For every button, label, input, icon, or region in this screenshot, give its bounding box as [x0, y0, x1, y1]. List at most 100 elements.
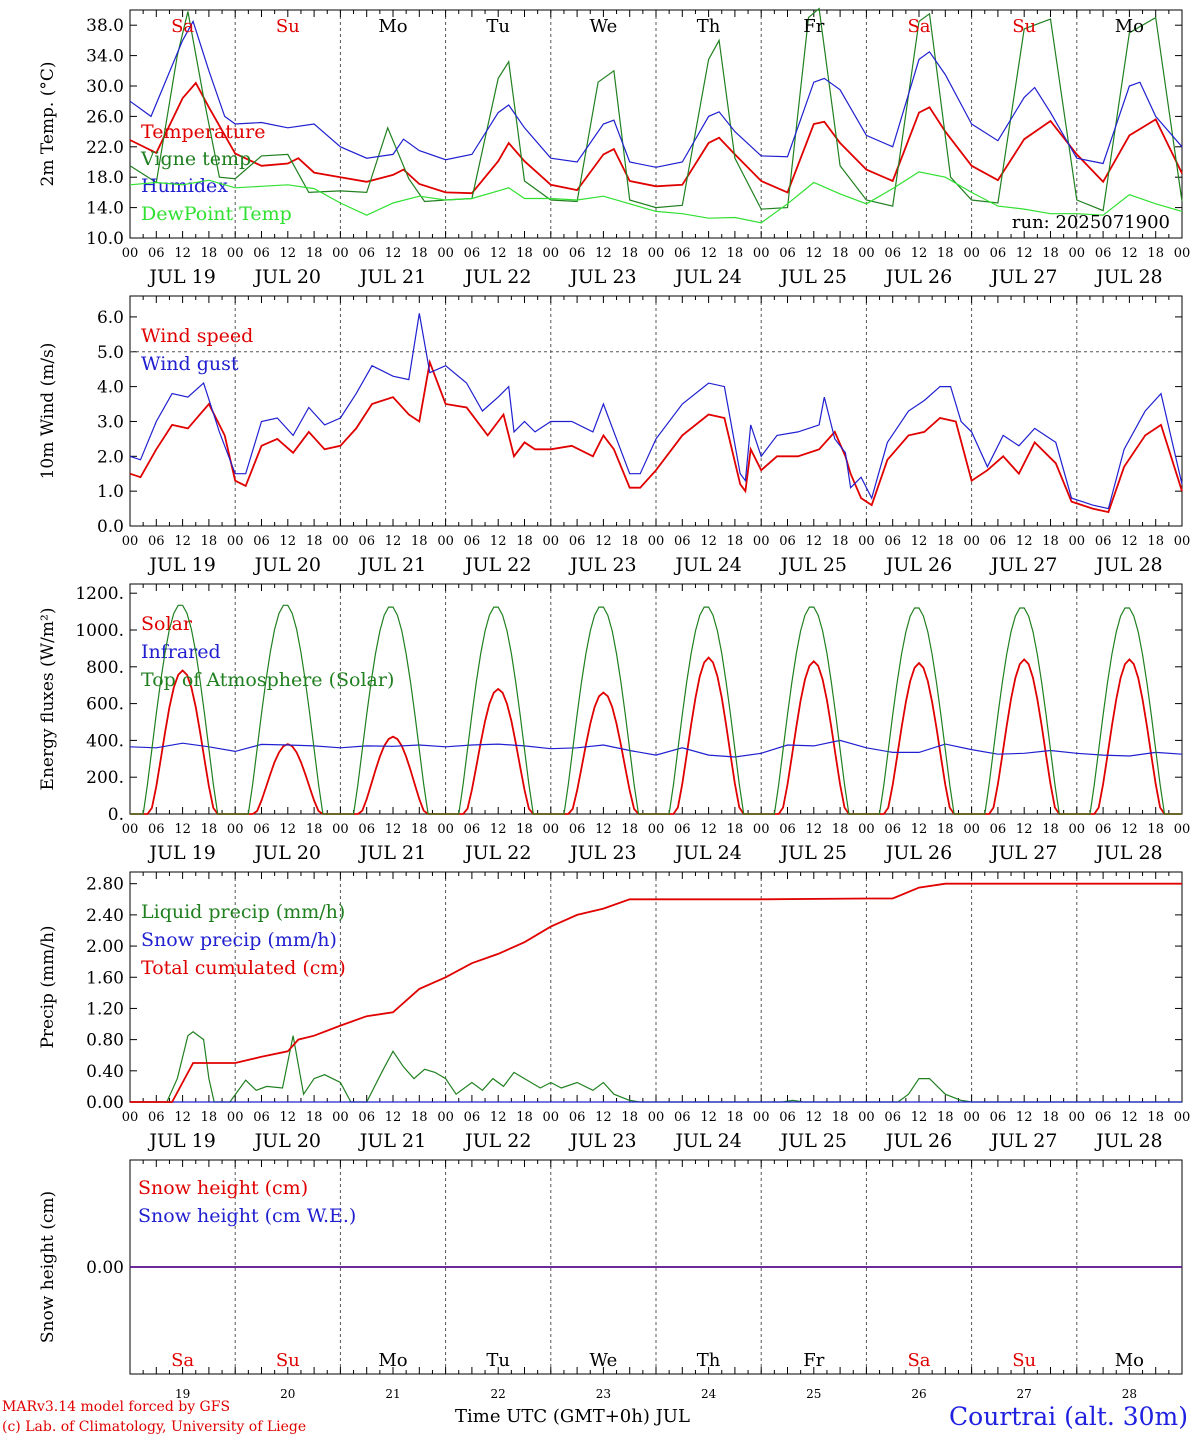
hour-tick-label: 06 [358, 246, 375, 261]
hour-tick-label: 18 [1147, 246, 1164, 261]
y-tick-label: 2.00 [86, 937, 124, 957]
hour-tick-label: 12 [174, 1110, 191, 1125]
hour-tick-label: 06 [253, 246, 270, 261]
hour-tick-label: 12 [700, 1110, 717, 1125]
legend-entry: Solar [141, 613, 193, 635]
hour-tick-label: 12 [1121, 1110, 1138, 1125]
date-label: JUL 20 [253, 842, 321, 864]
hour-tick-label: 12 [385, 246, 402, 261]
hour-tick-label: 12 [490, 1110, 507, 1125]
hour-tick-label: 18 [201, 534, 218, 549]
hour-tick-label: 12 [280, 1110, 297, 1125]
hour-tick-label: 18 [306, 246, 323, 261]
date-label: JUL 23 [568, 1130, 636, 1152]
hour-tick-label: 00 [543, 822, 560, 837]
hour-tick-label: 12 [700, 246, 717, 261]
y-tick-label: 3.0 [97, 412, 124, 432]
hour-tick-label: 12 [1016, 246, 1033, 261]
hour-tick-label: 00 [122, 246, 139, 261]
weekday-label: Fr [803, 16, 824, 37]
y-tick-label: 5.0 [97, 343, 124, 363]
weekday-label: Th [697, 1350, 721, 1371]
date-label: JUL 20 [253, 554, 321, 576]
hour-tick-label: 18 [1147, 822, 1164, 837]
day-number-label: 26 [911, 1387, 926, 1401]
day-number-label: 20 [280, 1387, 295, 1401]
hour-tick-label: 00 [963, 246, 980, 261]
date-label: JUL 19 [147, 1130, 215, 1152]
y-tick-label: 22.0 [86, 138, 124, 158]
date-label: JUL 22 [463, 1130, 531, 1152]
day-number-label: 22 [491, 1387, 506, 1401]
hour-tick-label: 06 [779, 1110, 796, 1125]
y-tick-label: 1.60 [86, 968, 124, 988]
hour-tick-label: 12 [1016, 1110, 1033, 1125]
hour-tick-label: 18 [201, 822, 218, 837]
hour-tick-label: 12 [700, 534, 717, 549]
hour-tick-label: 18 [201, 246, 218, 261]
hour-tick-label: 12 [595, 534, 612, 549]
series-line-infrared [129, 739, 1183, 758]
hour-tick-label: 12 [490, 246, 507, 261]
y-tick-label: 1000. [75, 621, 124, 641]
hour-tick-label: 00 [332, 1110, 349, 1125]
hour-tick-label: 12 [911, 534, 928, 549]
day-number-label: 21 [385, 1387, 400, 1401]
date-label: JUL 22 [463, 266, 531, 288]
hour-tick-label: 12 [595, 822, 612, 837]
hour-tick-label: 12 [595, 1110, 612, 1125]
date-label: JUL 28 [1094, 266, 1162, 288]
hour-tick-label: 06 [884, 1110, 901, 1125]
y-tick-label: 2.0 [97, 447, 124, 467]
legend-entry: Humidex [141, 175, 228, 197]
day-number-label: 27 [1017, 1387, 1032, 1401]
hour-tick-label: 00 [437, 1110, 454, 1125]
hour-tick-label: 12 [280, 246, 297, 261]
hour-tick-label: 06 [990, 534, 1007, 549]
weekday-label: Th [697, 16, 721, 37]
hour-tick-label: 12 [1016, 822, 1033, 837]
hour-tick-label: 06 [884, 246, 901, 261]
hour-tick-label: 06 [884, 534, 901, 549]
hour-tick-label: 18 [411, 1110, 428, 1125]
legend-entry: Snow height (cm W.E.) [138, 1205, 356, 1227]
hour-tick-label: 18 [937, 534, 954, 549]
hour-tick-label: 12 [911, 822, 928, 837]
hour-tick-label: 12 [1121, 822, 1138, 837]
legend-entry: Snow height (cm) [138, 1177, 308, 1199]
panel-precip: 0.00 0.40 0.80 1.20 1.60 2.00 2.40 2.80 Precip (… [38, 871, 1190, 1152]
date-label: JUL 27 [989, 1130, 1057, 1152]
date-label: JUL 24 [673, 842, 741, 864]
date-label: JUL 21 [358, 842, 426, 864]
hour-tick-label: 00 [543, 534, 560, 549]
hour-tick-label: 06 [779, 534, 796, 549]
hour-tick-label: 12 [174, 534, 191, 549]
date-label: JUL 19 [147, 842, 215, 864]
y-axis-label: Energy fluxes (W/m²) [38, 608, 58, 791]
weekday-label: Mo [378, 1350, 407, 1371]
hour-tick-label: 12 [1121, 246, 1138, 261]
series-line-temperature [129, 81, 1183, 195]
hour-tick-label: 06 [779, 246, 796, 261]
hour-tick-label: 12 [1016, 534, 1033, 549]
hour-tick-label: 18 [621, 1110, 638, 1125]
y-tick-label: 0.80 [86, 1031, 124, 1051]
hour-tick-label: 06 [674, 822, 691, 837]
y-tick-label: 6.0 [97, 308, 124, 328]
hour-tick-label: 12 [174, 246, 191, 261]
hour-tick-label: 00 [753, 822, 770, 837]
hour-tick-label: 06 [569, 1110, 586, 1125]
weekday-label: Sa [171, 16, 194, 37]
hour-tick-label: 18 [621, 246, 638, 261]
hour-tick-label: 06 [148, 534, 165, 549]
weekday-label: Tu [486, 16, 510, 37]
y-tick-label: 1.0 [97, 482, 124, 502]
hour-tick-label: 18 [306, 1110, 323, 1125]
hour-tick-label: 06 [884, 822, 901, 837]
hour-tick-label: 18 [1042, 1110, 1059, 1125]
date-label: JUL 26 [884, 554, 952, 576]
weekday-label: Mo [1115, 1350, 1144, 1371]
y-tick-label: 600. [86, 695, 124, 715]
day-number-label: 23 [596, 1387, 611, 1401]
hour-tick-label: 12 [174, 822, 191, 837]
